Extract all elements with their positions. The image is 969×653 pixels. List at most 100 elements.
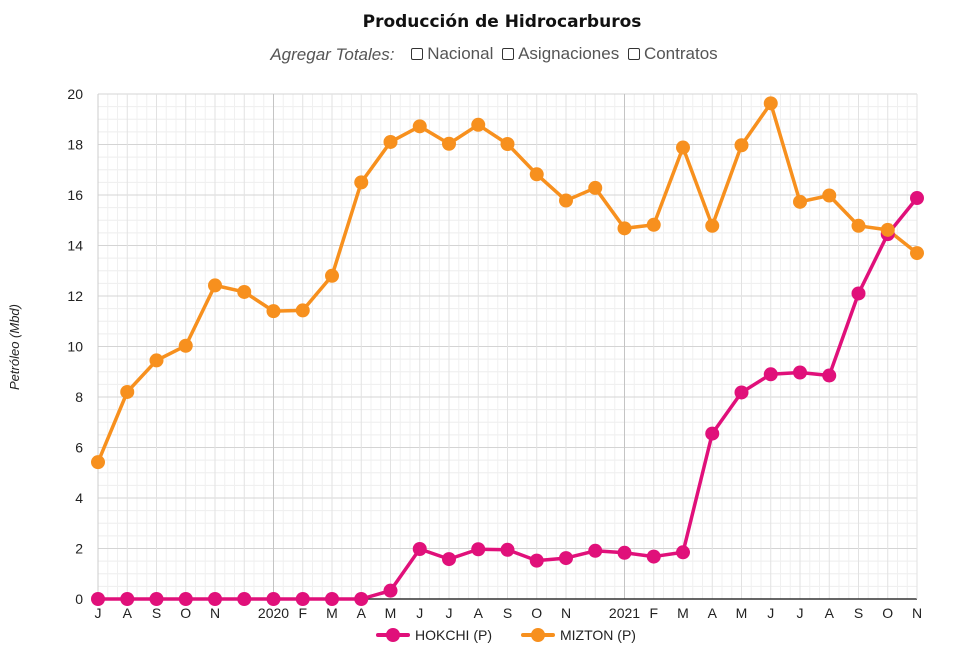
data-point-series-1[interactable]: [822, 188, 837, 203]
data-point-series-1[interactable]: [793, 194, 807, 209]
nacional-checkbox-label: Nacional: [427, 44, 494, 63]
x-tick-label: N: [210, 605, 220, 621]
data-point-series-0[interactable]: [412, 542, 427, 557]
legend-label[interactable]: HOKCHI (P): [415, 627, 492, 643]
data-point-series-1[interactable]: [617, 221, 632, 236]
x-axis-ticks: J A S O N 2020 F M A M J J A S O N 2021 F M A M J J A S O N: [95, 605, 923, 621]
x-tick-label: N: [912, 605, 922, 621]
data-point-series-1[interactable]: [529, 167, 544, 182]
x-tick-label: S: [854, 605, 863, 621]
data-point-series-1[interactable]: [237, 284, 252, 299]
data-point-series-0[interactable]: [149, 592, 164, 606]
data-point-series-1[interactable]: [734, 138, 749, 153]
data-point-series-0[interactable]: [617, 545, 632, 560]
x-tick-label: 2021: [609, 605, 640, 621]
data-point-series-0[interactable]: [763, 367, 778, 382]
data-point-series-1[interactable]: [676, 140, 690, 155]
checkbox-box[interactable]: [627, 48, 640, 60]
y-tick-label: 14: [67, 238, 83, 254]
data-point-series-0[interactable]: [734, 385, 749, 400]
data-point-series-1[interactable]: [178, 338, 193, 353]
data-point-series-0[interactable]: [237, 592, 252, 606]
x-tick-label: J: [767, 605, 774, 621]
series-layer: [91, 96, 924, 606]
y-axis-label: Petróleo (Mbd): [7, 304, 22, 390]
x-tick-label: M: [677, 605, 689, 621]
data-point-series-1[interactable]: [149, 353, 164, 368]
data-point-series-1[interactable]: [851, 218, 866, 233]
data-point-series-1[interactable]: [471, 117, 486, 132]
x-tick-label: M: [326, 605, 338, 621]
data-point-series-1[interactable]: [120, 384, 135, 399]
y-tick-label: 2: [75, 541, 83, 557]
data-point-series-1[interactable]: [763, 96, 778, 111]
checkbox-box[interactable]: [411, 48, 424, 60]
x-tick-label: S: [503, 605, 512, 621]
data-point-series-1[interactable]: [500, 136, 515, 151]
x-tick-label: F: [649, 605, 658, 621]
data-point-series-1[interactable]: [705, 218, 720, 233]
data-point-series-0[interactable]: [383, 583, 398, 598]
data-point-series-1[interactable]: [588, 180, 603, 195]
data-point-series-1[interactable]: [383, 134, 398, 149]
y-tick-label: 12: [67, 288, 83, 304]
data-point-series-0[interactable]: [822, 368, 837, 383]
x-tick-label: A: [708, 605, 718, 621]
checkbox-box[interactable]: [502, 48, 515, 60]
data-point-series-1[interactable]: [354, 175, 369, 190]
data-point-series-0[interactable]: [676, 545, 690, 560]
data-point-series-1[interactable]: [559, 193, 573, 208]
data-point-series-1[interactable]: [412, 119, 427, 134]
data-point-series-0[interactable]: [910, 191, 924, 206]
data-point-series-0[interactable]: [500, 542, 515, 557]
x-tick-label: 2020: [258, 605, 289, 621]
x-tick-label: J: [95, 605, 102, 621]
x-tick-label: A: [825, 605, 835, 621]
data-point-series-1[interactable]: [295, 303, 310, 318]
data-point-series-0[interactable]: [705, 426, 720, 441]
data-point-series-0[interactable]: [178, 592, 193, 606]
data-point-series-0[interactable]: [793, 365, 807, 380]
data-point-series-0[interactable]: [442, 552, 456, 567]
data-point-series-1[interactable]: [208, 278, 222, 293]
asignaciones-checkbox[interactable]: Asignaciones: [502, 44, 619, 64]
legend-marker[interactable]: [531, 628, 545, 642]
data-point-series-1[interactable]: [325, 268, 339, 283]
contratos-checkbox[interactable]: Contratos: [627, 44, 718, 64]
data-point-series-0[interactable]: [325, 592, 339, 606]
data-point-series-0[interactable]: [120, 592, 135, 606]
data-point-series-1[interactable]: [646, 217, 661, 232]
x-tick-label: O: [531, 605, 542, 621]
data-point-series-1[interactable]: [880, 222, 895, 237]
x-tick-label: J: [446, 605, 453, 621]
y-tick-label: 0: [75, 591, 83, 607]
data-point-series-1[interactable]: [266, 304, 281, 319]
data-point-series-0[interactable]: [208, 592, 222, 606]
nacional-checkbox[interactable]: Nacional: [411, 44, 493, 64]
x-tick-label: M: [385, 605, 397, 621]
data-point-series-1[interactable]: [442, 136, 456, 151]
data-point-series-0[interactable]: [851, 286, 866, 301]
x-tick-label: S: [152, 605, 161, 621]
y-tick-label: 8: [75, 389, 83, 405]
legend-label[interactable]: MIZTON (P): [560, 627, 636, 643]
y-tick-label: 16: [67, 187, 83, 203]
data-point-series-1[interactable]: [910, 246, 924, 261]
data-point-series-0[interactable]: [471, 542, 486, 557]
y-axis-ticks: 0 2 4 6 8 10 12 14 16 18 20: [67, 86, 83, 607]
legend-marker[interactable]: [386, 628, 400, 642]
data-point-series-0[interactable]: [354, 592, 369, 606]
data-point-series-1[interactable]: [91, 455, 105, 470]
data-point-series-0[interactable]: [295, 592, 310, 606]
data-point-series-0[interactable]: [529, 553, 544, 568]
data-point-series-0[interactable]: [559, 551, 573, 566]
x-tick-label: A: [474, 605, 484, 621]
data-point-series-0[interactable]: [646, 549, 661, 564]
data-point-series-0[interactable]: [588, 543, 603, 558]
data-point-series-0[interactable]: [91, 592, 105, 606]
x-tick-label: A: [357, 605, 367, 621]
y-tick-label: 20: [67, 86, 83, 102]
x-tick-label: J: [797, 605, 804, 621]
data-point-series-0[interactable]: [266, 592, 281, 606]
